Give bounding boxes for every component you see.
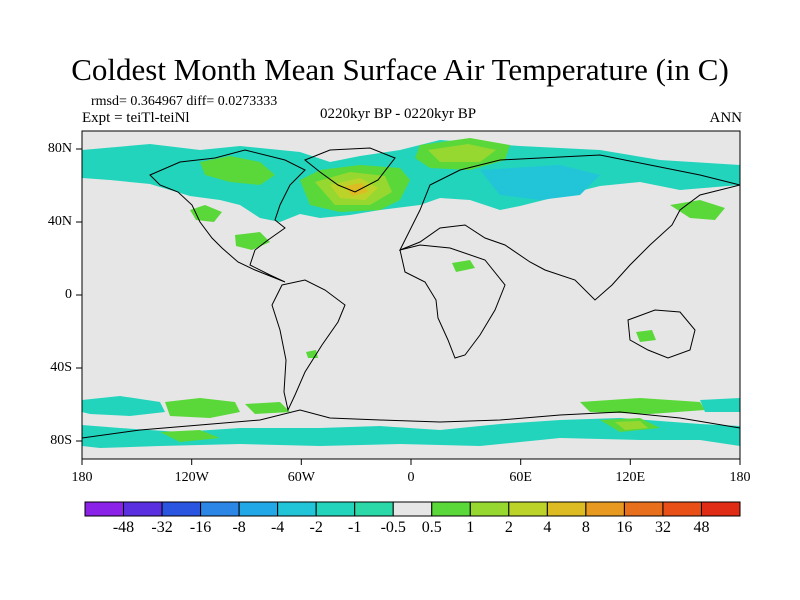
x-tick-120e: 120E [615,470,646,485]
coast-africa [399,244,506,359]
colorbar-swatch [84,501,125,517]
coast-eurasia [398,154,740,301]
colorbar-label: -8 [232,519,246,536]
colorbar-label: 8 [581,519,590,536]
coast-antarctica [82,409,740,439]
y-tick-40n: 40N [47,214,72,229]
region-southern-green-2 [245,402,290,414]
colorbar-swatch [508,501,548,517]
x-tick-0: 0 [407,470,415,485]
colorbar-label: 16 [616,519,633,536]
y-tick-40s: 40S [50,360,72,375]
colorbar-swatch [123,501,163,517]
colorbar-label: -48 [112,519,135,536]
colorbar-label: -1 [348,519,362,536]
colorbar-swatch [469,501,510,517]
colorbar-label: 2 [504,519,513,536]
colorbar-label: 1 [466,519,475,536]
coast-south-america [271,279,346,412]
colorbar-swatch [238,501,279,517]
y-tick-80n: 80N [47,141,72,156]
anomaly-regions [82,138,740,448]
colorbar-swatch [315,501,356,517]
colorbar-swatch [546,501,587,517]
y-tick-80s: 80S [50,433,72,448]
colorbar-label: -16 [189,519,212,536]
colorbar-swatch [161,501,202,517]
colorbar-swatch [585,501,625,517]
region-canada-green [200,156,275,185]
x-tick-120w: 120W [174,470,209,485]
colorbar-swatch [662,501,702,517]
colorbar-label: 0.5 [421,519,442,536]
colorbar-label: 4 [543,519,552,536]
coastlines [82,147,740,439]
colorbar-label: -2 [309,519,323,536]
x-tick-180w: 180 [71,470,93,485]
colorbar-label: -32 [151,519,173,536]
region-antarctica-yellowgreen [615,421,648,430]
colorbar-label: -0.5 [380,519,406,536]
colorbar-swatch [200,501,240,517]
region-atlantic-orange [345,183,368,196]
x-tick-60e: 60E [509,470,532,485]
region-arctic-cyan-2 [480,165,600,200]
season-label: ANN [709,110,743,126]
region-npacific-green [670,200,725,220]
coast-greenland [304,147,396,193]
colorbar-label: -4 [270,519,285,536]
coast-north-america [149,149,306,283]
x-tick-180e: 180 [729,470,751,485]
colorbar-swatch [623,501,664,517]
colorbar-swatch [431,501,471,517]
colorbar [84,501,741,517]
colorbar-swatch [700,501,741,517]
region-sahara-green [452,260,475,272]
colorbar-swatch [277,501,317,517]
colorbar-swatch [354,501,394,517]
axis-ticks [76,148,741,465]
colorbar-label: 32 [654,519,671,536]
rmsd-stats: rmsd= 0.364967 diff= 0.0273333 [91,94,278,109]
region-australia-green [636,330,656,342]
region-antarctica-green [160,430,220,442]
region-barents-yellowgreen [428,144,496,162]
region-antarctica-cyan [82,418,740,448]
x-tick-60w: 60W [287,470,315,485]
experiment-label: Expt = teiTl-teiNl [82,110,190,126]
region-southern-cyan-2 [700,398,740,412]
period-label: 0220kyr BP - 0220kyr BP [320,106,477,122]
colorbar-swatch [392,501,433,517]
y-tick-0: 0 [65,287,72,302]
region-southern-green-1 [165,398,240,418]
region-southern-cyan-1 [82,396,165,416]
chart-title: Coldest Month Mean Surface Air Temperatu… [71,52,729,87]
coast-australia [627,309,696,359]
region-southern-green-3 [580,398,705,414]
colorbar-label: 48 [693,519,710,536]
